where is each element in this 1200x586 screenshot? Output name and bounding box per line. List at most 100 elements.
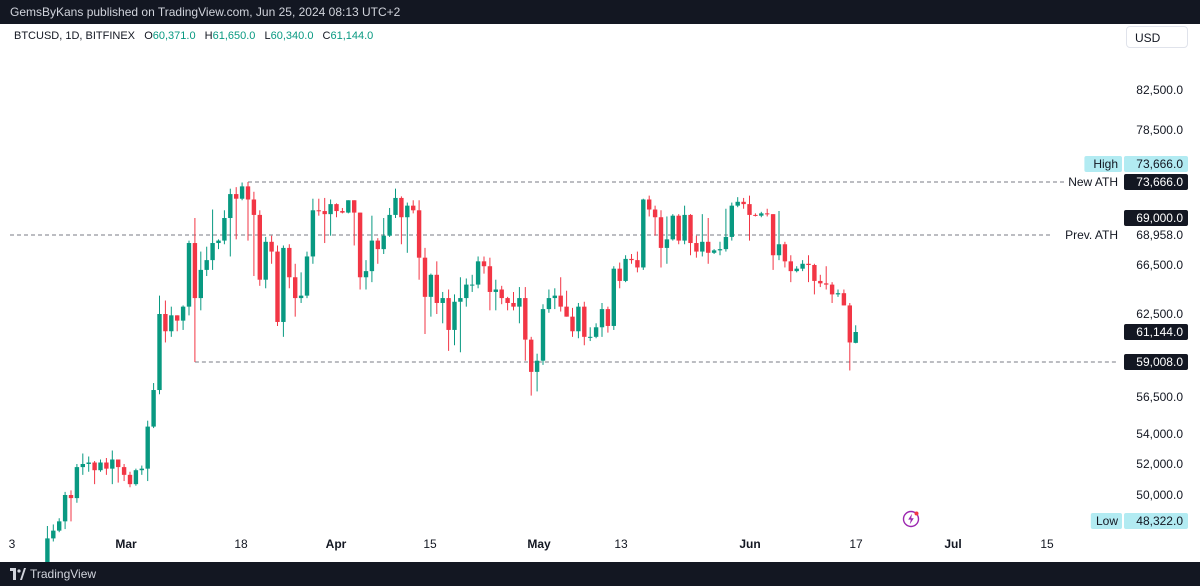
candle-body	[51, 530, 56, 539]
candle-body	[570, 316, 575, 332]
candle-body	[818, 280, 823, 284]
legend-high-label: H	[204, 30, 213, 42]
footer-bar: TradingView	[0, 562, 1200, 586]
x-tick-label: Jul	[944, 537, 961, 551]
currency-button[interactable]: USD	[1126, 26, 1188, 48]
candle-body	[346, 200, 351, 213]
candle-body	[293, 277, 298, 299]
y-tick-label: 52,000.0	[1136, 457, 1183, 471]
candle-body	[523, 298, 528, 340]
candle-body	[139, 468, 144, 471]
legend-close-value: 61,144.0	[330, 30, 374, 42]
candle-body	[369, 240, 375, 272]
price-tag-label: New ATH	[1068, 175, 1118, 189]
candle-body	[375, 240, 380, 250]
candle-body	[682, 214, 687, 241]
candle-body	[588, 336, 593, 338]
price-tag-box	[1124, 156, 1188, 172]
candle-body	[593, 327, 599, 337]
candle-body	[641, 199, 646, 268]
candle-body	[770, 214, 776, 256]
candle-body	[853, 332, 858, 343]
candle-body	[611, 268, 616, 326]
candle-body	[116, 459, 121, 468]
candle-body	[399, 197, 404, 218]
y-tick-label: 54,000.0	[1136, 427, 1183, 441]
legend-open-value: 60,371.0	[152, 30, 196, 42]
candle-body	[658, 217, 664, 248]
candle-body	[517, 298, 522, 307]
candle-body	[735, 201, 740, 206]
candle-body	[824, 283, 829, 285]
price-tag-value: 73,666.0	[1136, 157, 1183, 171]
candle-body	[747, 204, 752, 215]
candle-body	[281, 247, 286, 322]
candle-body	[434, 274, 439, 303]
footer-brand: TradingView	[30, 567, 97, 581]
x-tick-label: 15	[423, 537, 437, 551]
price-tag-value: 73,666.0	[1136, 175, 1183, 189]
candle-body	[841, 293, 847, 306]
candle-body	[487, 266, 493, 292]
candle-body	[706, 241, 711, 253]
candle-body	[251, 199, 257, 215]
candle-body	[316, 210, 321, 212]
candle-body	[711, 250, 717, 253]
candle-body	[540, 309, 546, 361]
candle-body	[381, 235, 386, 250]
candle-body	[717, 249, 723, 251]
candle-body	[210, 243, 215, 261]
candle-body	[145, 426, 150, 469]
candle-body	[263, 241, 268, 280]
candle-body	[812, 265, 817, 281]
candle-body	[204, 260, 209, 270]
price-tag-box	[1124, 354, 1188, 370]
candle-body	[694, 243, 699, 252]
candle-body	[576, 306, 581, 332]
price-tag-value: 61,144.0	[1136, 325, 1183, 339]
candle-body	[635, 260, 640, 268]
candle-body	[121, 467, 127, 475]
candle-body	[104, 462, 109, 469]
price-tag-label: Prev. ATH	[1065, 228, 1118, 242]
candle-body	[511, 302, 516, 307]
candle-body	[847, 305, 852, 343]
candle-body	[169, 315, 174, 332]
publish-bar: GemsByKans published on TradingView.com,…	[0, 0, 1200, 24]
candle-body	[800, 263, 805, 269]
publish-line: GemsByKans published on TradingView.com,…	[10, 5, 401, 19]
x-tick-label: 13	[614, 537, 628, 551]
price-tag-value: 59,008.0	[1136, 355, 1183, 369]
price-tag-value: 69,000.0	[1136, 211, 1183, 225]
x-tick-label: 17	[849, 537, 863, 551]
lightning-bolt-icon[interactable]	[902, 510, 920, 528]
candle-body	[151, 390, 156, 427]
candle-body	[157, 314, 162, 391]
candle-body	[198, 269, 203, 299]
candle-body	[74, 467, 80, 499]
candle-body	[617, 268, 622, 281]
candle-body	[546, 298, 552, 310]
candle-body	[310, 210, 316, 257]
candle-body	[234, 194, 239, 199]
candle-body	[222, 218, 227, 241]
candle-body	[776, 244, 782, 256]
candle-body	[475, 261, 481, 285]
candle-body	[446, 298, 451, 330]
candle-body	[287, 247, 292, 278]
candle-body	[405, 205, 410, 218]
candle-body	[788, 261, 793, 272]
candle-body	[422, 257, 428, 297]
candle-body	[328, 204, 333, 215]
candle-body	[552, 295, 557, 299]
candle-body	[387, 214, 392, 236]
legend-symbol: BTCUSD, 1D, BITFINEX	[14, 30, 136, 42]
x-tick-label: Jun	[739, 537, 760, 551]
x-tick-label: May	[527, 537, 551, 551]
candle-body	[269, 241, 274, 252]
x-tick-label: Mar	[115, 537, 137, 551]
candle-body	[835, 293, 841, 295]
candle-body	[322, 211, 327, 215]
candle-body	[62, 495, 68, 522]
